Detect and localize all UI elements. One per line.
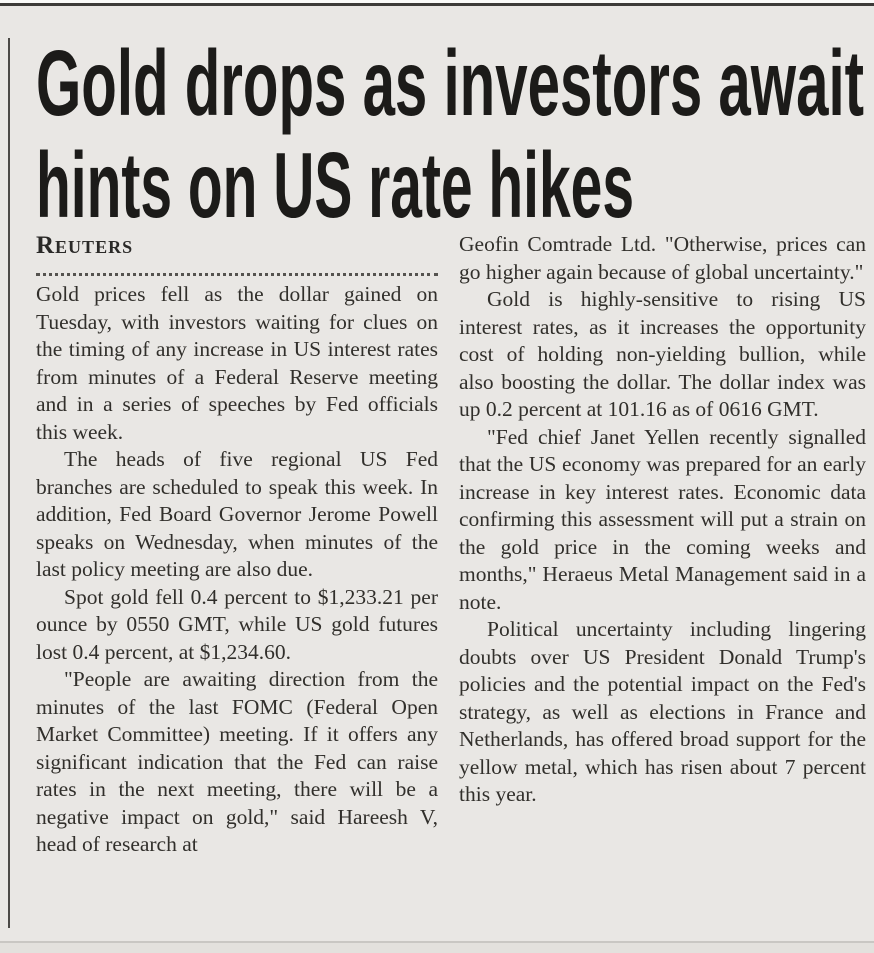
left-margin-rule [8, 38, 10, 928]
page-top-edge [0, 0, 874, 3]
headline-line-1: Gold drops as investors await [36, 38, 864, 135]
article-columns: Reuters Gold prices fell as the dollar g… [36, 231, 866, 859]
headline-line-2: hints on US rate hikes [36, 133, 634, 225]
dotted-divider [36, 273, 438, 276]
article-paragraph: Gold is highly-sensitive to rising US in… [459, 287, 866, 421]
article-paragraph: "People are awaiting direction from the … [36, 667, 438, 856]
article-paragraph: Gold prices fell as the dollar gained on… [36, 282, 438, 444]
article-paragraph: The heads of five regional US Fed branch… [36, 447, 438, 581]
page-bottom-edge [0, 943, 874, 953]
article: Gold drops as investors await hints on U… [36, 38, 866, 859]
headline: Gold drops as investors await hints on U… [36, 38, 864, 225]
left-column-paragraphs: Gold prices fell as the dollar gained on… [36, 281, 438, 859]
bottom-horizontal-rule [0, 941, 874, 943]
right-column: Geofin Comtrade Ltd. "Otherwise, prices … [459, 231, 866, 859]
right-column-paragraphs: Geofin Comtrade Ltd. "Otherwise, prices … [459, 231, 866, 809]
top-horizontal-rule [0, 3, 874, 6]
byline: Reuters [36, 232, 134, 259]
left-column: Reuters Gold prices fell as the dollar g… [36, 231, 438, 859]
article-paragraph: Political uncertainty including lingerin… [459, 617, 866, 806]
article-paragraph: "Fed chief Janet Yellen recently signall… [459, 424, 866, 614]
article-paragraph: Geofin Comtrade Ltd. "Otherwise, prices … [459, 232, 866, 284]
article-paragraph: Spot gold fell 0.4 percent to $1,233.21 … [36, 584, 438, 664]
